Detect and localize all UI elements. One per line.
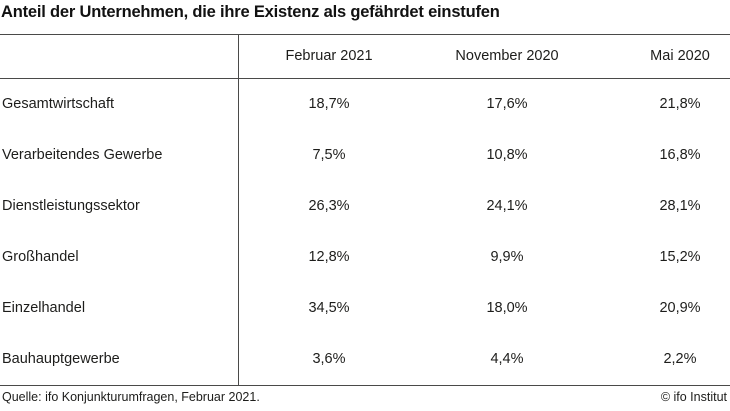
page-title: Anteil der Unternehmen, die ihre Existen… [1, 3, 500, 21]
cell-value: 15,2% [659, 249, 701, 266]
cell-value: 26,3% [308, 197, 350, 214]
cell-value: 17,6% [486, 95, 528, 112]
cell-value: 16,8% [659, 146, 701, 163]
table-header-row: Februar 2021 November 2020 Mai 2020 [0, 34, 730, 78]
row-label: Dienstleistungssektor [2, 197, 140, 214]
cell-value: 21,8% [659, 95, 701, 112]
column-header-februar-2021: Februar 2021 [285, 48, 373, 64]
rule-table-bottom [0, 385, 730, 386]
row-label: Verarbeitendes Gewerbe [2, 146, 163, 163]
table-row: Einzelhandel 34,5% 18,0% 20,9% [0, 283, 730, 334]
cell-value: 10,8% [486, 146, 528, 163]
source-note: Quelle: ifo Konjunkturumfragen, Februar … [2, 390, 260, 404]
data-table: Februar 2021 November 2020 Mai 2020 Gesa… [0, 34, 730, 385]
cell-value: 18,7% [308, 95, 350, 112]
rule-vertical-divider [238, 34, 239, 385]
table-row: Großhandel 12,8% 9,9% 15,2% [0, 232, 730, 283]
cell-value: 34,5% [308, 300, 350, 317]
cell-value: 2,2% [663, 351, 697, 368]
row-label: Großhandel [2, 249, 79, 266]
cell-value: 7,5% [312, 146, 346, 163]
row-label: Gesamtwirtschaft [2, 95, 114, 112]
cell-value: 18,0% [486, 300, 528, 317]
table-row: Dienstleistungssektor 26,3% 24,1% 28,1% [0, 180, 730, 231]
cell-value: 3,6% [312, 351, 346, 368]
rule-under-title [0, 34, 730, 35]
row-label: Bauhauptgewerbe [2, 351, 120, 368]
row-label: Einzelhandel [2, 300, 86, 317]
cell-value: 9,9% [490, 249, 524, 266]
column-header-mai-2020: Mai 2020 [650, 48, 710, 64]
rule-under-header [0, 78, 730, 79]
column-header-november-2020: November 2020 [455, 48, 559, 64]
cell-value: 28,1% [659, 197, 701, 214]
cell-value: 12,8% [308, 249, 350, 266]
table-row: Verarbeitendes Gewerbe 7,5% 10,8% 16,8% [0, 129, 730, 180]
copyright-note: © ifo Institut [660, 390, 727, 404]
cell-value: 4,4% [490, 351, 524, 368]
table-row: Gesamtwirtschaft 18,7% 17,6% 21,8% [0, 78, 730, 129]
cell-value: 20,9% [659, 300, 701, 317]
table-row: Bauhauptgewerbe 3,6% 4,4% 2,2% [0, 334, 730, 385]
cell-value: 24,1% [486, 197, 528, 214]
